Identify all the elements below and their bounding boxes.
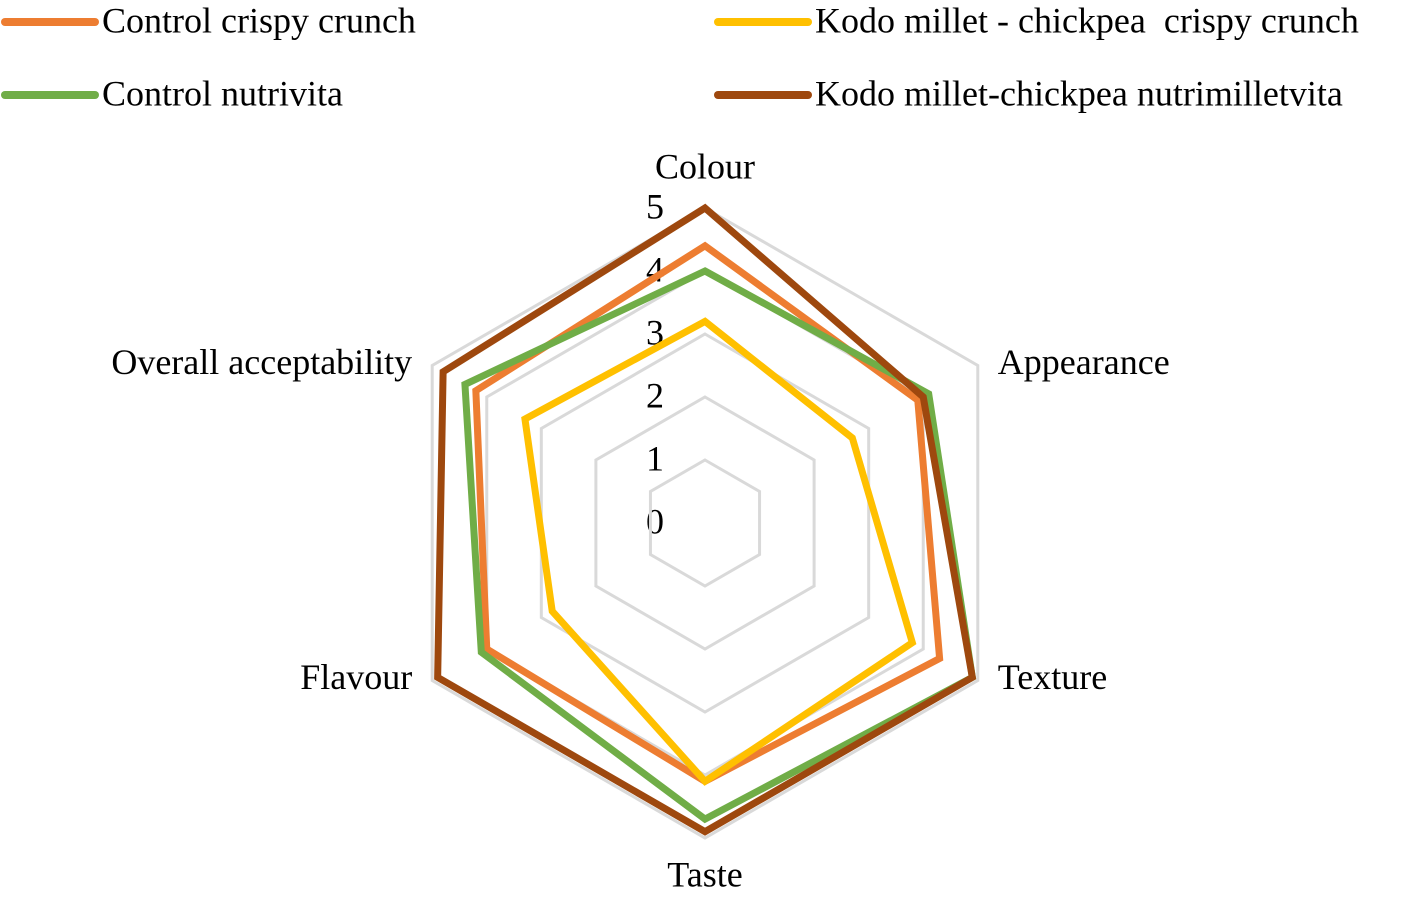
- grid-ring: [430, 206, 980, 840]
- axis-label: Flavour: [300, 657, 412, 697]
- tick-label: 2: [646, 375, 664, 415]
- series-line: [461, 267, 977, 824]
- legend-label: Control crispy crunch: [102, 0, 416, 40]
- axis-label: Texture: [998, 657, 1107, 697]
- tick-label: 1: [646, 438, 664, 478]
- tick-label: 0: [646, 501, 664, 541]
- grid-ring: [539, 332, 871, 714]
- axis-label: Appearance: [998, 342, 1170, 382]
- grid-ring: [648, 458, 762, 588]
- series-line: [434, 203, 977, 836]
- axis-label: Taste: [667, 854, 742, 894]
- legend-label: Kodo millet-chickpea nutrimilletvita: [815, 73, 1343, 113]
- legend-label: Control nutrivita: [102, 73, 343, 113]
- series-line: [521, 317, 917, 786]
- legend-label: Kodo millet - chickpea crispy crunch: [815, 0, 1359, 40]
- axis-label: Overall acceptability: [111, 342, 412, 382]
- tick-label: 5: [646, 186, 664, 226]
- axis-label: Colour: [655, 146, 755, 186]
- grid-ring: [594, 395, 816, 651]
